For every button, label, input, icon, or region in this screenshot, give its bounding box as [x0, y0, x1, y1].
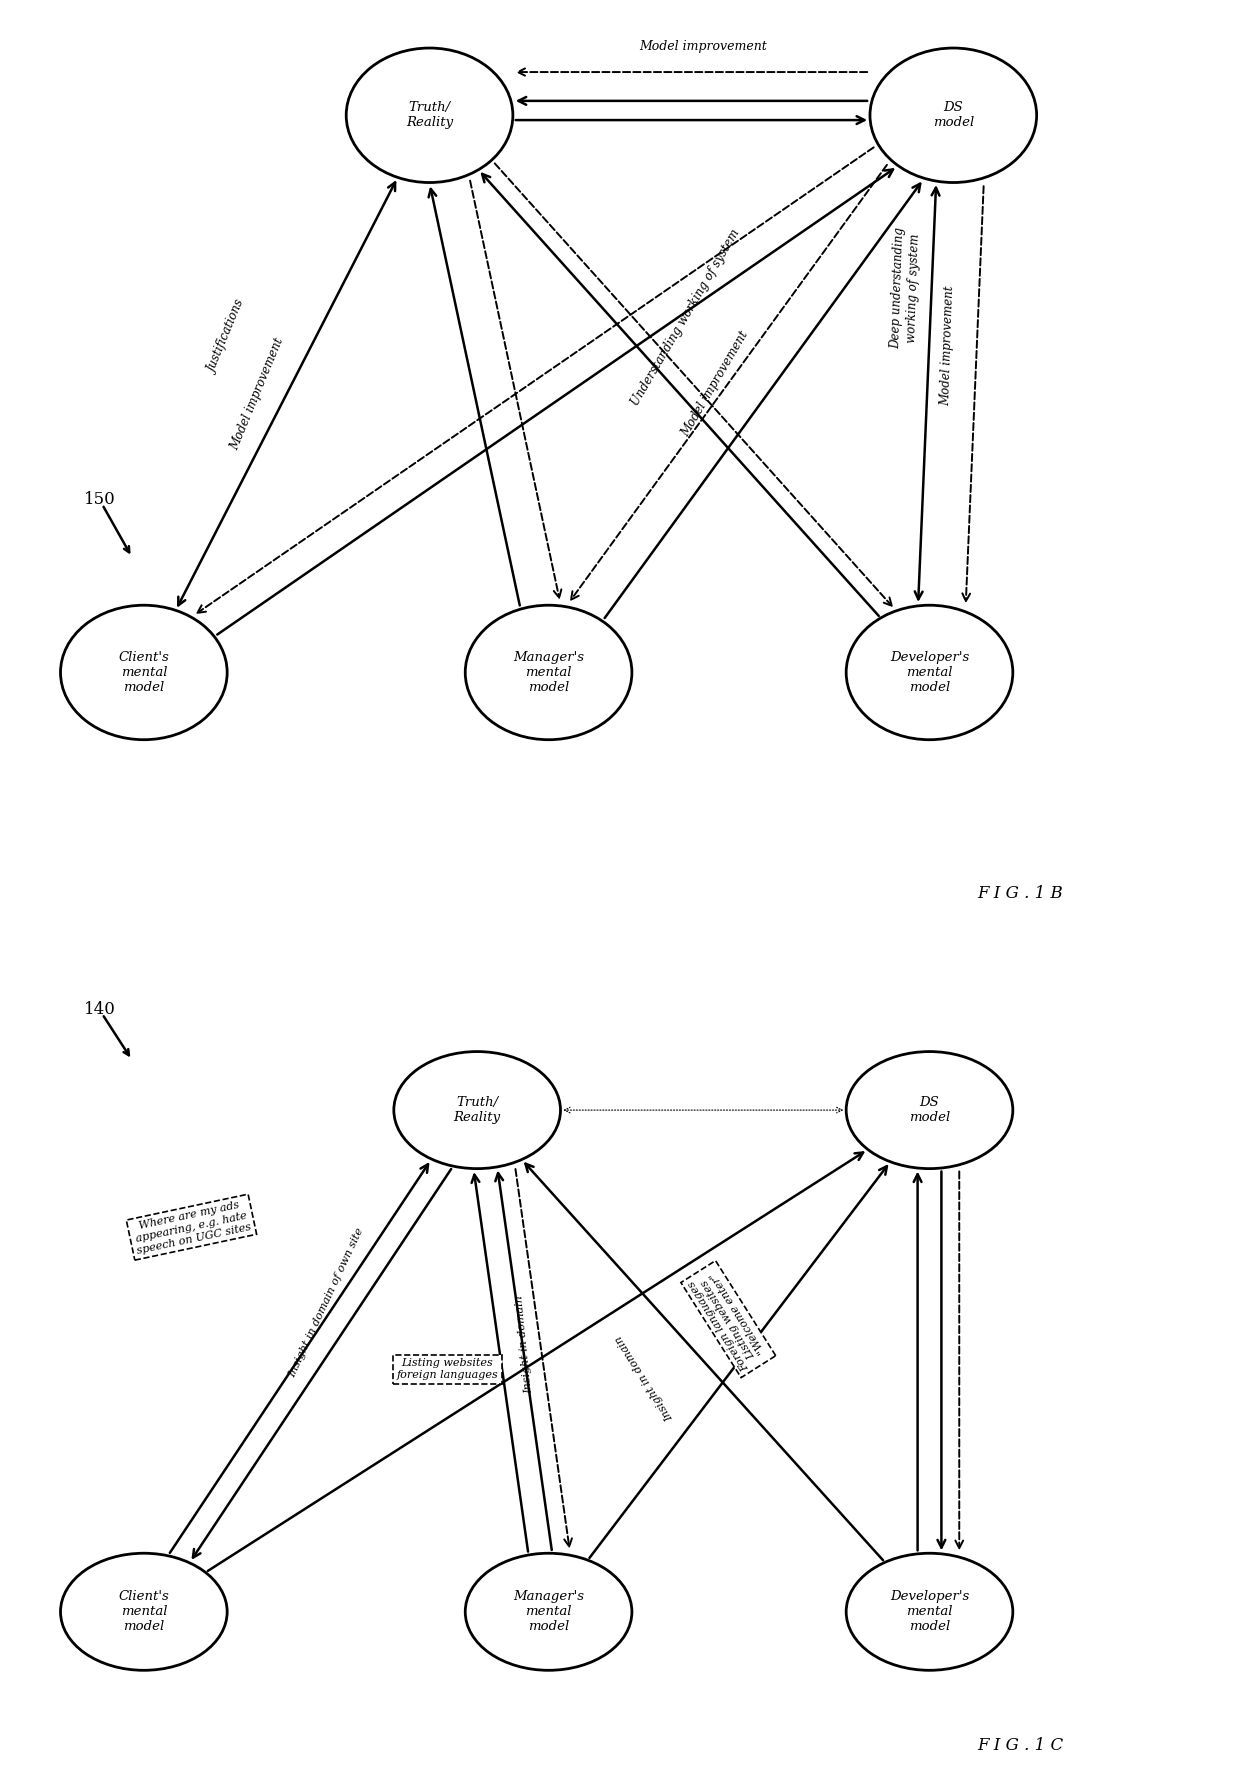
Text: Manager's
mental
model: Manager's mental model	[513, 1590, 584, 1633]
Text: Model improvement: Model improvement	[640, 39, 768, 53]
Text: Client's
mental
model: Client's mental model	[119, 651, 169, 694]
Text: Developer's
mental
model: Developer's mental model	[890, 651, 970, 694]
Circle shape	[61, 605, 227, 740]
Text: Insight in domain: Insight in domain	[614, 1332, 676, 1421]
Circle shape	[846, 1051, 1013, 1169]
Text: Model improvement: Model improvement	[680, 329, 751, 439]
Text: Where are my ads
appearing, e.g. hate
speech on UGC sites: Where are my ads appearing, e.g. hate sp…	[131, 1199, 252, 1256]
Text: Manager's
mental
model: Manager's mental model	[513, 651, 584, 694]
Circle shape	[394, 1051, 560, 1169]
Circle shape	[61, 1553, 227, 1670]
Circle shape	[346, 48, 513, 183]
Text: F I G . 1 B: F I G . 1 B	[977, 884, 1063, 902]
Circle shape	[465, 1553, 632, 1670]
Text: Model improvement: Model improvement	[228, 336, 286, 452]
Circle shape	[846, 1553, 1013, 1670]
Text: Listing websites
foreign languages: Listing websites foreign languages	[397, 1359, 498, 1381]
Text: 140: 140	[84, 1002, 117, 1018]
Text: 150: 150	[84, 491, 117, 509]
Text: DS
model: DS model	[932, 101, 973, 130]
Text: Developer's
mental
model: Developer's mental model	[890, 1590, 970, 1633]
Circle shape	[846, 605, 1013, 740]
Text: Deep understanding
working of system: Deep understanding working of system	[889, 228, 921, 349]
Text: Truth/
Reality: Truth/ Reality	[405, 101, 453, 130]
Text: Justifications: Justifications	[206, 297, 248, 375]
Text: Foreign languages
Listing websites
"Welcome enter": Foreign languages Listing websites "Welc…	[686, 1267, 770, 1372]
Text: Insight in domain of own site: Insight in domain of own site	[286, 1226, 365, 1379]
Text: Client's
mental
model: Client's mental model	[119, 1590, 169, 1633]
Text: Truth/
Reality: Truth/ Reality	[454, 1096, 501, 1124]
Text: Model improvement: Model improvement	[939, 285, 956, 406]
Circle shape	[870, 48, 1037, 183]
Text: Insight in domain: Insight in domain	[515, 1295, 534, 1393]
Text: F I G . 1 C: F I G . 1 C	[977, 1736, 1064, 1754]
Circle shape	[465, 605, 632, 740]
Text: DS
model: DS model	[909, 1096, 950, 1124]
Text: Understanding working of system: Understanding working of system	[629, 226, 743, 407]
